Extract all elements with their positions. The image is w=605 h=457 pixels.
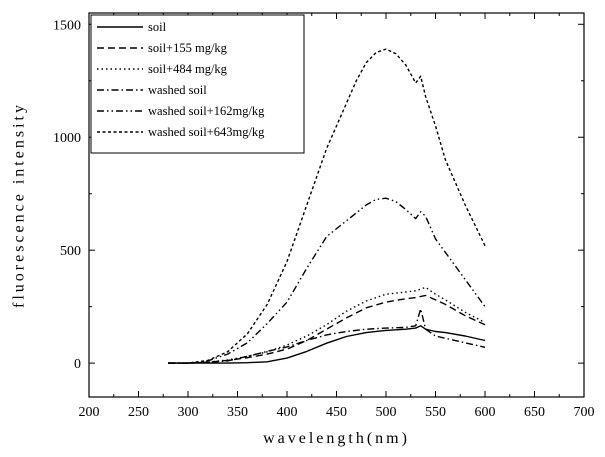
x-tick-label: 600	[475, 405, 496, 420]
series-line-6	[168, 48, 486, 364]
legend-label-5: washed soil+162mg/kg	[148, 104, 265, 118]
legend-box	[90, 14, 305, 154]
x-tick-label: 450	[326, 405, 347, 420]
x-tick-label: 350	[227, 405, 248, 420]
legend: soil soil+155 mg/kg soil+484 mg/kg washed s…	[90, 14, 305, 154]
x-tick-label: 650	[524, 405, 545, 420]
axis-tick-labels: 200 250 300 350 400 450 500 550 600 650 700 0 500 100…	[53, 18, 595, 420]
x-axis-title: wavelength(nm)	[263, 430, 410, 447]
x-tick-label: 400	[277, 405, 298, 420]
x-tick-label: 250	[128, 405, 149, 420]
y-tick-label: 0	[74, 357, 81, 372]
x-tick-label: 200	[79, 405, 100, 420]
y-axis-title: fluorescence intensity	[11, 102, 28, 308]
y-tick-label: 1000	[53, 131, 81, 146]
series-line-3	[168, 286, 486, 364]
x-tick-label: 550	[425, 405, 446, 420]
x-tick-label: 700	[574, 405, 595, 420]
legend-label-6: washed soil+643mg/kg	[148, 125, 265, 139]
x-tick-label: 300	[178, 405, 199, 420]
series-lines	[168, 48, 486, 364]
y-tick-label: 500	[60, 244, 81, 259]
series-line-4	[168, 308, 486, 364]
x-tick-label: 500	[376, 405, 397, 420]
legend-label-4: washed soil	[148, 83, 207, 97]
series-line-5	[168, 197, 486, 364]
legend-label-3: soil+484 mg/kg	[148, 62, 228, 76]
series-line-1	[168, 325, 486, 364]
legend-label-2: soil+155 mg/kg	[148, 41, 228, 55]
y-tick-label: 1500	[53, 18, 81, 33]
legend-label-1: soil	[148, 20, 167, 34]
